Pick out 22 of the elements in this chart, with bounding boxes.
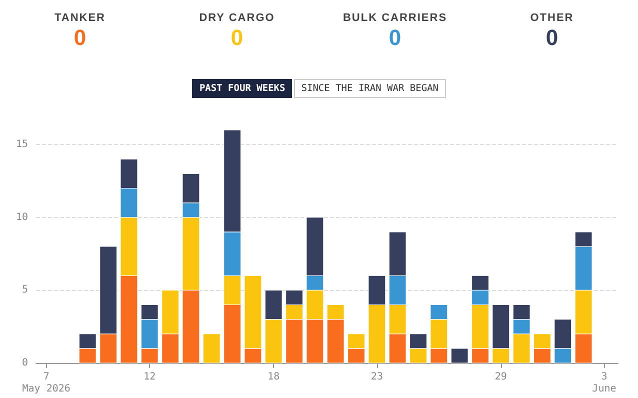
y-tick-label: 5 — [22, 284, 28, 296]
data-label: 0 — [72, 25, 88, 51]
y-tick-label: 10 — [16, 212, 28, 223]
y-tick-label: 15 — [16, 139, 28, 150]
toggle-button[interactable]: SINCE THE IRAN WAR BEGAN — [294, 79, 446, 98]
category-label: DRY CARGO — [198, 12, 276, 24]
category-label: TANKER — [53, 12, 106, 24]
category-label: OTHER — [529, 12, 575, 24]
x-tick-label: 29 — [494, 372, 507, 382]
toggle-button[interactable]: PAST FOUR WEEKS — [192, 79, 292, 98]
category-label: BULK CARRIERS — [342, 12, 448, 24]
y-tick-label: 0 — [22, 358, 28, 368]
x-tick-label: 18 — [268, 372, 280, 382]
x-tick-label: 12 — [144, 372, 156, 382]
data-label: 0 — [544, 25, 560, 51]
x-tick-label: 7 May 2026 — [22, 372, 70, 394]
data-label: 0 — [230, 25, 244, 51]
data-label: 0 — [388, 25, 402, 51]
x-tick-label: 3 June — [592, 372, 616, 394]
x-tick-label: 23 — [370, 372, 383, 382]
bar — [202, 334, 220, 364]
bar — [450, 348, 468, 364]
